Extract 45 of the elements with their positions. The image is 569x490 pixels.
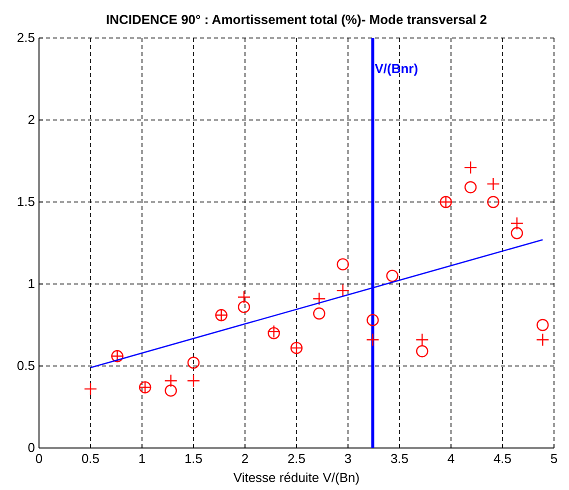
x-tick-label: 3.5 — [390, 451, 409, 466]
x-tick-label: 4.5 — [493, 451, 512, 466]
point — [464, 181, 477, 194]
point — [416, 333, 429, 346]
point — [510, 216, 524, 230]
x-tick-label: 4 — [447, 451, 455, 466]
point — [487, 196, 500, 208]
point — [267, 324, 280, 338]
point — [366, 314, 379, 326]
y-tick-label: 0.5 — [16, 358, 35, 373]
x-tick-label: 0.5 — [81, 451, 100, 466]
point — [237, 290, 251, 304]
point — [187, 356, 200, 369]
x-axis-title: Vitesse réduite V/(Bn) — [233, 470, 360, 485]
y-tick-label: 0 — [28, 440, 35, 455]
point — [486, 177, 500, 191]
point — [336, 284, 350, 298]
point — [536, 318, 549, 332]
x-tick-label: 1.5 — [184, 451, 203, 466]
point — [186, 374, 200, 388]
y-tick-label: 1.5 — [16, 194, 35, 209]
point — [416, 345, 428, 358]
x-tick-label: 5 — [550, 451, 558, 466]
point — [510, 227, 524, 240]
point — [238, 300, 250, 314]
ref-line-label: V/(Bnr) — [374, 61, 418, 76]
point — [313, 307, 326, 320]
point — [464, 160, 478, 174]
y-tick-label: 2 — [28, 112, 35, 127]
y-tick-label: 1 — [28, 276, 35, 291]
point — [336, 258, 349, 270]
y-tick-label: 2.5 — [16, 30, 35, 45]
point — [84, 382, 98, 396]
point — [164, 374, 178, 388]
x-tick-label: 2 — [241, 451, 249, 466]
x-tick-label: 2.5 — [287, 451, 306, 466]
chart-title: INCIDENCE 90° : Amortissement total (%)- Mode transversal 2 — [106, 12, 488, 27]
point — [312, 292, 326, 306]
point — [536, 333, 550, 346]
point — [386, 270, 398, 282]
x-tick-label: 3 — [344, 451, 352, 466]
point — [164, 384, 177, 397]
point — [268, 327, 280, 340]
point — [366, 333, 380, 346]
x-tick-label: 1 — [138, 451, 146, 466]
